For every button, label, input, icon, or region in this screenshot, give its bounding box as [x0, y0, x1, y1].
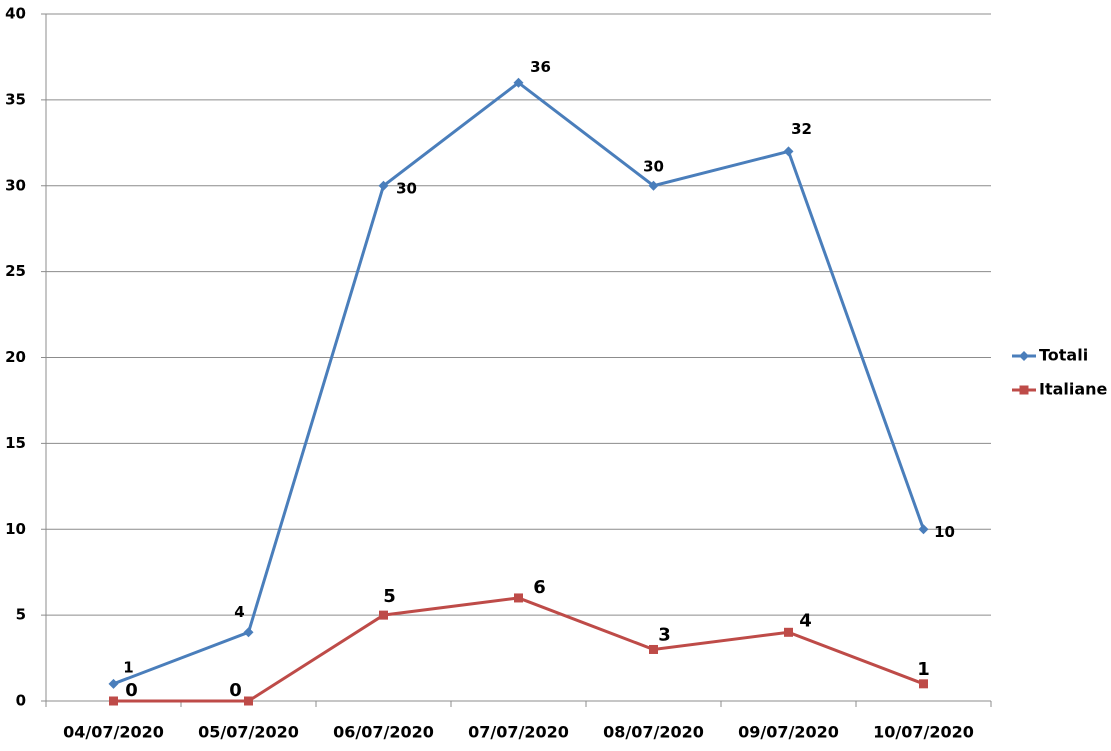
- marker: [919, 679, 928, 689]
- data-label: 10: [934, 523, 955, 541]
- data-label: 3: [658, 624, 671, 645]
- y-tick-label: 20: [5, 348, 26, 366]
- data-label: 4: [799, 610, 812, 631]
- legend-marker: [1019, 351, 1029, 361]
- marker: [649, 644, 658, 654]
- marker: [244, 696, 253, 706]
- y-tick-label: 30: [5, 176, 26, 194]
- x-tick-label: 05/07/2020: [198, 723, 299, 742]
- data-label: 1: [917, 659, 930, 680]
- legend-label: Totali: [1039, 346, 1088, 365]
- data-label: 36: [530, 58, 551, 76]
- y-tick-label: 35: [5, 90, 26, 108]
- legend-marker: [1019, 385, 1029, 395]
- x-tick-label: 10/07/2020: [873, 723, 974, 742]
- data-label: 0: [229, 680, 242, 701]
- data-label: 0: [125, 680, 138, 701]
- y-tick-label: 15: [5, 434, 26, 452]
- y-tick-label: 10: [5, 520, 26, 538]
- y-tick-label: 5: [16, 606, 26, 624]
- marker: [109, 696, 118, 706]
- marker: [783, 146, 794, 157]
- marker: [108, 678, 119, 689]
- marker: [378, 180, 389, 191]
- marker: [784, 627, 793, 637]
- data-label: 30: [643, 157, 664, 175]
- x-tick-label: 08/07/2020: [603, 723, 704, 742]
- x-tick-label: 07/07/2020: [468, 723, 569, 742]
- y-tick-label: 25: [5, 262, 26, 280]
- marker: [514, 593, 523, 603]
- marker: [648, 180, 659, 191]
- data-label: 1: [123, 658, 133, 676]
- data-label: 6: [533, 577, 546, 598]
- marker: [379, 610, 388, 620]
- data-label: 30: [396, 179, 417, 197]
- data-label: 5: [383, 586, 396, 607]
- marker: [513, 77, 524, 88]
- y-tick-label: 40: [5, 5, 26, 23]
- x-tick-label: 06/07/2020: [333, 723, 434, 742]
- legend-label: Italiane: [1039, 380, 1108, 399]
- marker: [918, 524, 929, 535]
- x-tick-label: 04/07/2020: [63, 723, 164, 742]
- x-tick-label: 09/07/2020: [738, 723, 839, 742]
- marker: [243, 627, 254, 638]
- data-label: 32: [791, 120, 812, 138]
- y-tick-label: 0: [16, 692, 26, 710]
- data-label: 4: [234, 603, 244, 621]
